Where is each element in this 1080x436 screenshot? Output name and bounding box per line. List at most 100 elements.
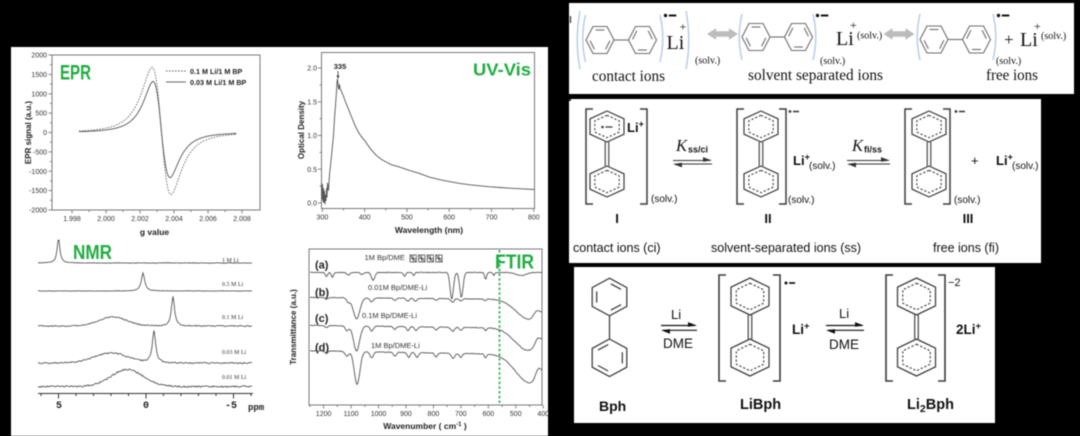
svg-text:(solv.): (solv.) bbox=[996, 56, 1021, 67]
svg-text:0.01M Bp/DME-Li: 0.01M Bp/DME-Li bbox=[368, 283, 428, 292]
svg-text:1.0: 1.0 bbox=[307, 133, 317, 140]
svg-text:ppm: ppm bbox=[248, 403, 265, 413]
svg-text:(b): (b) bbox=[315, 287, 329, 299]
svg-text:fi/ss: fi/ss bbox=[864, 145, 882, 155]
svg-text:FTIR: FTIR bbox=[495, 252, 534, 274]
svg-text:UV-Vis: UV-Vis bbox=[473, 60, 531, 80]
svg-text:−2: −2 bbox=[948, 277, 961, 289]
svg-text:1000: 1000 bbox=[31, 91, 47, 98]
svg-text:700: 700 bbox=[486, 215, 498, 222]
svg-text:solvent separated ions: solvent separated ions bbox=[748, 67, 883, 84]
svg-text:Li: Li bbox=[671, 307, 681, 322]
svg-text:-500: -500 bbox=[33, 149, 47, 156]
svg-text:EPR: EPR bbox=[60, 62, 91, 85]
svg-text:2Li+: 2Li+ bbox=[956, 321, 982, 337]
svg-text:2.0: 2.0 bbox=[307, 66, 317, 73]
svg-text:500: 500 bbox=[401, 215, 413, 222]
svg-text:600: 600 bbox=[443, 215, 455, 222]
svg-text:1500: 1500 bbox=[31, 72, 47, 79]
svg-text:0: 0 bbox=[143, 401, 149, 412]
svg-text:+: + bbox=[1034, 19, 1041, 33]
svg-text:I: I bbox=[615, 211, 619, 226]
svg-text:free ions: free ions bbox=[986, 67, 1038, 84]
svg-text:DME: DME bbox=[829, 337, 859, 352]
svg-text:2.002: 2.002 bbox=[131, 216, 149, 223]
svg-text:-2000: -2000 bbox=[29, 208, 47, 215]
svg-text:(solv.): (solv.) bbox=[1012, 161, 1038, 172]
svg-text:contact ions: contact ions bbox=[592, 68, 665, 85]
svg-text:800: 800 bbox=[528, 215, 540, 222]
svg-text:1100: 1100 bbox=[344, 411, 359, 418]
svg-text:0.03 M Li: 0.03 M Li bbox=[222, 350, 247, 356]
svg-text:Li: Li bbox=[839, 306, 849, 321]
svg-text:0.03 M Li/1 M BP: 0.03 M Li/1 M BP bbox=[190, 78, 247, 87]
svg-text:1M Bp/DME-Li: 1M Bp/DME-Li bbox=[371, 341, 420, 350]
svg-text:Wavelength (nm): Wavelength (nm) bbox=[395, 225, 463, 235]
svg-text:Transmittance (a.u.): Transmittance (a.u.) bbox=[289, 289, 298, 365]
svg-text:EPR signal (a.u.): EPR signal (a.u.) bbox=[24, 101, 33, 164]
svg-text:0.5 M Li: 0.5 M Li bbox=[222, 282, 244, 288]
svg-text:-1500: -1500 bbox=[29, 188, 47, 195]
svg-text:(solv.): (solv.) bbox=[1041, 31, 1066, 42]
svg-text:0.5: 0.5 bbox=[307, 167, 317, 174]
svg-text:300: 300 bbox=[317, 215, 329, 222]
svg-text:2.000: 2.000 bbox=[97, 216, 115, 223]
svg-text:III: III bbox=[963, 211, 974, 226]
svg-text:1.998: 1.998 bbox=[63, 216, 81, 223]
svg-text:400: 400 bbox=[537, 411, 549, 418]
svg-text:II: II bbox=[764, 211, 771, 226]
svg-text:500: 500 bbox=[510, 411, 522, 418]
svg-text:500: 500 bbox=[35, 111, 47, 118]
svg-text:1M Bp/DME: 1M Bp/DME bbox=[365, 253, 405, 262]
svg-text:DME: DME bbox=[663, 336, 693, 351]
svg-text:1 M Li: 1 M Li bbox=[222, 258, 239, 264]
svg-text:700: 700 bbox=[455, 411, 467, 418]
svg-text:0.01 M Li: 0.01 M Li bbox=[222, 375, 247, 381]
svg-text:(solv.): (solv.) bbox=[809, 161, 835, 172]
svg-text:+: + bbox=[850, 18, 857, 32]
svg-text:5: 5 bbox=[56, 401, 62, 412]
svg-text:1200: 1200 bbox=[316, 411, 332, 418]
svg-text:Li: Li bbox=[667, 32, 685, 54]
svg-text:contact ions (ci): contact ions (ci) bbox=[573, 241, 661, 255]
svg-text:free ions (fi): free ions (fi) bbox=[933, 241, 999, 255]
svg-text:(d): (d) bbox=[315, 342, 329, 354]
svg-text:(solv.): (solv.) bbox=[857, 31, 882, 42]
svg-text:400: 400 bbox=[359, 215, 371, 222]
svg-text:(solv.): (solv.) bbox=[695, 56, 720, 67]
svg-text:g value: g value bbox=[140, 227, 170, 237]
svg-text:900: 900 bbox=[400, 411, 412, 418]
svg-text:(a): (a) bbox=[315, 260, 329, 272]
svg-text:2000: 2000 bbox=[31, 53, 47, 60]
svg-text:+: + bbox=[1004, 30, 1014, 49]
svg-text:Optical Density: Optical Density bbox=[297, 100, 306, 159]
svg-text:(solv.): (solv.) bbox=[651, 194, 677, 205]
svg-text:2.004: 2.004 bbox=[165, 216, 183, 223]
svg-text:ss/ci: ss/ci bbox=[688, 145, 708, 155]
svg-text:800: 800 bbox=[428, 411, 440, 418]
svg-text:+: + bbox=[680, 20, 687, 34]
svg-text:2.008: 2.008 bbox=[233, 216, 251, 223]
svg-text:K: K bbox=[675, 136, 688, 155]
svg-text:0.1 M Li/1 M BP: 0.1 M Li/1 M BP bbox=[190, 67, 243, 76]
svg-text:2.006: 2.006 bbox=[199, 216, 217, 223]
svg-text:(solv.): (solv.) bbox=[788, 195, 814, 206]
svg-text:1.5: 1.5 bbox=[307, 99, 317, 106]
svg-text:600: 600 bbox=[482, 411, 494, 418]
svg-text:335: 335 bbox=[334, 62, 347, 71]
svg-text:0.1 M Li: 0.1 M Li bbox=[222, 315, 244, 321]
svg-text:-1000: -1000 bbox=[29, 169, 47, 176]
svg-text:-5: -5 bbox=[225, 401, 237, 412]
svg-text:(solv.): (solv.) bbox=[954, 195, 980, 206]
svg-text:NMR: NMR bbox=[73, 241, 112, 264]
svg-text:1000: 1000 bbox=[371, 411, 387, 418]
svg-text:Li: Li bbox=[836, 28, 854, 50]
svg-text:LiBph: LiBph bbox=[740, 397, 781, 413]
svg-text:0: 0 bbox=[43, 130, 47, 137]
svg-text:Wavenumber ( cm-1 ): Wavenumber ( cm-1 ) bbox=[383, 421, 467, 431]
svg-text:0.0: 0.0 bbox=[307, 201, 317, 208]
svg-text:(solv.): (solv.) bbox=[820, 56, 845, 67]
svg-text:Bph: Bph bbox=[599, 398, 626, 414]
svg-text:Li: Li bbox=[1020, 29, 1038, 51]
svg-text:0.1M Bp/DME-Li: 0.1M Bp/DME-Li bbox=[362, 311, 417, 320]
